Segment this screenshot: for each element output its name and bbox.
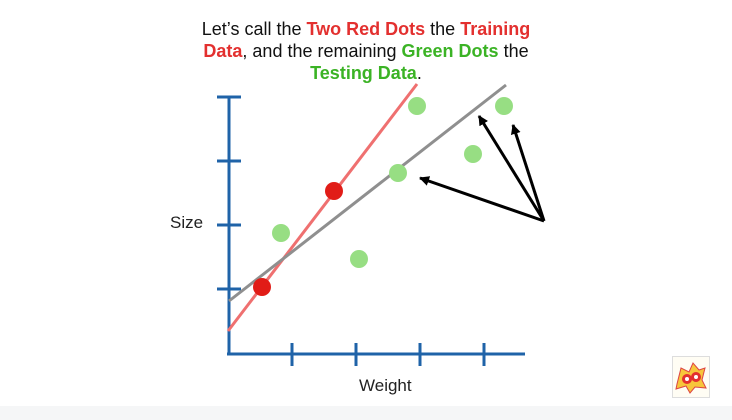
bottom-strip <box>0 406 732 420</box>
caption-text: the <box>498 41 529 61</box>
arrow <box>419 176 545 223</box>
green-dot <box>464 145 482 163</box>
caption-text: , and the remaining <box>242 41 402 61</box>
caption-highlight-red: Data <box>203 41 243 61</box>
green-dot <box>408 97 426 115</box>
caption: Let’s call the Two Red Dots the Training… <box>150 18 582 84</box>
red-dot <box>253 278 271 296</box>
arrow <box>511 124 546 222</box>
caption-highlight-red: Training <box>460 19 531 39</box>
caption-highlight-green: Testing Data <box>310 63 417 83</box>
caption-line-1: Let’s call the Two Red Dots the Training <box>150 18 582 40</box>
axes <box>217 95 525 366</box>
caption-highlight-red: Two Red Dots <box>306 19 426 39</box>
caption-line-3: Testing Data. <box>150 62 582 84</box>
x-axis-label: Weight <box>359 376 412 395</box>
gray-fit-line <box>228 83 507 303</box>
y-axis-label: Size <box>170 213 203 232</box>
green-dot <box>350 250 368 268</box>
green-dot <box>389 164 407 182</box>
caption-highlight-green: Green Dots <box>401 41 499 61</box>
red-dot <box>325 182 343 200</box>
green-dot <box>495 97 513 115</box>
caption-text: . <box>416 63 422 83</box>
testing-data-points <box>272 97 513 268</box>
caption-text: Let’s call the <box>201 19 307 39</box>
arrow <box>477 115 546 222</box>
caption-text: the <box>425 19 461 39</box>
residual-arrows <box>419 115 546 223</box>
caption-line-2: Data, and the remaining Green Dots the <box>150 40 582 62</box>
green-dot <box>272 224 290 242</box>
stat-quest-logo-icon <box>672 356 710 398</box>
training-data-points <box>253 182 343 296</box>
